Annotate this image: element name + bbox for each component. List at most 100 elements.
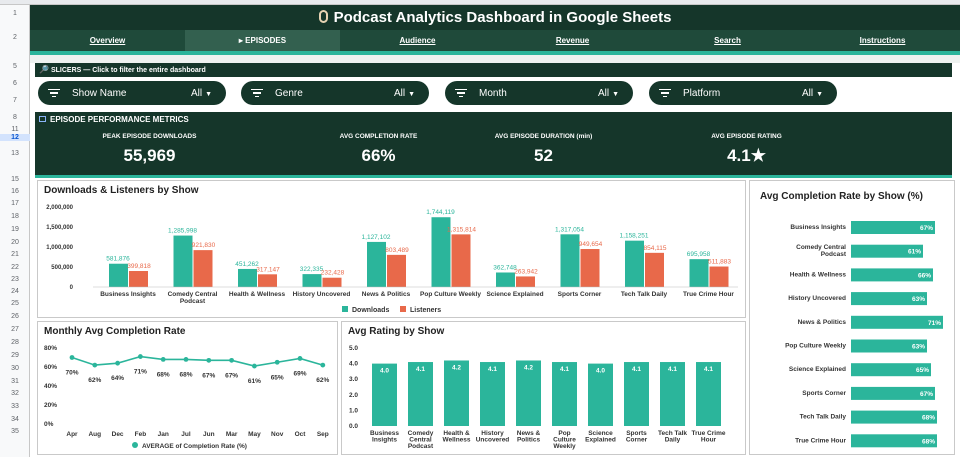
row-number[interactable]: 17 [11, 200, 19, 207]
nav-revenue[interactable]: Revenue [495, 30, 650, 51]
data-label: 362,748 [493, 264, 517, 271]
nav-overview-label: Overview [89, 36, 126, 45]
bar [624, 362, 649, 426]
row-number[interactable]: 29 [11, 352, 19, 359]
bar-listeners [645, 252, 664, 287]
row-number[interactable]: 27 [11, 326, 19, 333]
data-label: 62% [88, 377, 101, 384]
bar-downloads [625, 240, 644, 287]
row-number[interactable]: 7 [13, 97, 17, 104]
slicer-show-name[interactable]: Show Name All ▼ [38, 81, 226, 105]
nav-episodes[interactable]: ▸ EPISODES [185, 30, 340, 51]
row-number[interactable]: 30 [11, 365, 19, 372]
slicer-month[interactable]: Month All ▼ [445, 81, 633, 105]
data-label: 70% [65, 370, 78, 377]
row-number[interactable]: 23 [11, 276, 19, 283]
dashboard-sheet: Podcast Analytics Dashboard in Google Sh… [30, 5, 960, 457]
row-number[interactable]: 16 [11, 188, 19, 195]
bar-downloads [367, 241, 386, 287]
chart-avg-rating[interactable]: Avg Rating by Show 5.0 4.0 3.0 2.0 1.0 0.0 4.0… [341, 321, 746, 455]
row-number[interactable]: 21 [11, 251, 19, 258]
metric-value: 55,969 [123, 146, 176, 165]
row-number[interactable]: 1 [13, 10, 17, 17]
slicer-value: All ▼ [598, 88, 619, 99]
y-tick-label: 0% [44, 421, 54, 428]
row-number[interactable]: 15 [11, 176, 19, 183]
nav-overview[interactable]: Overview [30, 30, 185, 51]
nav-instructions[interactable]: Instructions [805, 30, 960, 51]
y-tick-label: News & Politics [798, 319, 847, 326]
legend-swatch-downloads [342, 306, 348, 312]
y-tick-label: 40% [44, 383, 57, 390]
bar [851, 410, 937, 424]
data-label: 1,158,251 [620, 233, 649, 240]
row-number[interactable]: 28 [11, 339, 19, 346]
x-tick-label: Mar [226, 431, 238, 438]
x-tick-label: Health & [443, 430, 470, 437]
x-tick-label: May [248, 431, 261, 438]
metric-peak-downloads: PEAK EPISODE DOWNLOADS 55,969 [35, 133, 264, 166]
chart-monthly-completion[interactable]: Monthly Avg Completion Rate 80% 60% 40% 20%… [37, 321, 338, 455]
chart-title: Downloads & Listeners by Show [44, 185, 199, 196]
row-number[interactable]: 20 [11, 239, 19, 246]
row-number[interactable]: 19 [11, 226, 19, 233]
slicer-value: All ▼ [802, 88, 823, 99]
slicer-value-text: All [190, 87, 203, 99]
slicer-value-text: All [801, 87, 814, 99]
row-number[interactable]: 2 [13, 34, 17, 41]
row-number[interactable]: 32 [11, 390, 19, 397]
column-header-bar [0, 0, 960, 5]
data-label: 263,942 [514, 268, 538, 275]
data-label: 1,127,102 [362, 234, 391, 241]
metric-label: PEAK EPISODE DOWNLOADS [102, 133, 197, 140]
y-tick-label: 1.0 [349, 407, 358, 414]
slicer-genre[interactable]: Genre All ▼ [241, 81, 429, 105]
row-number[interactable]: 12 [0, 134, 30, 141]
data-label: 451,262 [235, 261, 259, 268]
x-tick-label: Hour [701, 437, 717, 444]
bar [408, 362, 433, 426]
row-number[interactable]: 13 [11, 150, 19, 157]
bar-downloads [109, 263, 128, 287]
data-label: 4.1 [704, 366, 713, 373]
data-point [206, 357, 212, 363]
row-number[interactable]: 31 [11, 378, 19, 385]
row-number[interactable]: 22 [11, 264, 19, 271]
y-tick-label: 500,000 [51, 265, 73, 271]
metrics-panel: EPISODE PERFORMANCE METRICS PEAK EPISODE… [35, 112, 952, 175]
row-number[interactable]: 11 [11, 126, 19, 133]
slicer-platform[interactable]: Platform All ▼ [649, 81, 837, 105]
nav-search[interactable]: Search [650, 30, 805, 51]
row-number[interactable]: 24 [11, 288, 19, 295]
y-tick-label: 20% [44, 402, 57, 409]
y-tick-label: 0.0 [349, 423, 358, 430]
row-number[interactable]: 25 [11, 300, 19, 307]
data-label: 854,115 [643, 245, 666, 252]
chart-downloads-listeners[interactable]: Downloads & Listeners by Show 2,000,000 1… [37, 180, 746, 318]
row-number[interactable]: 26 [11, 313, 19, 320]
x-tick-label: Jun [203, 431, 215, 438]
row-number[interactable]: 6 [13, 80, 17, 87]
row-number[interactable]: 18 [11, 213, 19, 220]
chart-completion-by-show[interactable]: Avg Completion Rate by Show (%) 67% Busin… [749, 180, 955, 455]
nav-audience[interactable]: Audience [340, 30, 495, 51]
data-label: 68% [922, 415, 935, 422]
bar-listeners [193, 250, 213, 287]
nav-revenue-label: Revenue [555, 36, 590, 45]
chart-title: Monthly Avg Completion Rate [44, 326, 186, 337]
y-tick-label: Tech Talk Daily [800, 414, 847, 421]
row-number[interactable]: 8 [13, 114, 17, 121]
x-tick-label: Aug [88, 431, 101, 438]
x-tick-label: Apr [66, 431, 78, 438]
row-number[interactable]: 35 [11, 428, 19, 435]
row-number[interactable]: 34 [11, 416, 19, 423]
legend-label: AVERAGE of Completion Rate (%) [142, 443, 247, 450]
data-label: 4.1 [632, 366, 641, 373]
bar-downloads [173, 235, 193, 287]
slicer-value: All ▼ [191, 88, 212, 99]
y-tick-label: 80% [44, 345, 57, 352]
row-number[interactable]: 5 [13, 63, 17, 70]
bar [851, 244, 923, 258]
data-label: 4.1 [560, 366, 569, 373]
row-number[interactable]: 33 [11, 403, 19, 410]
